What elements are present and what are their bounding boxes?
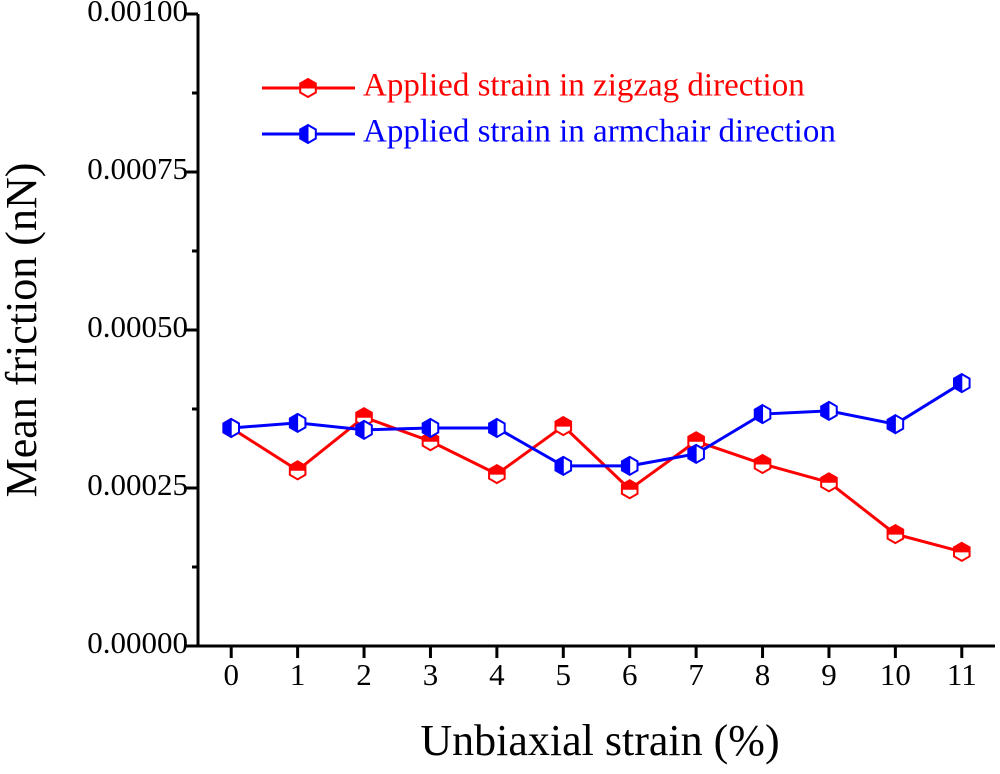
x-tick-label: 9 [821,657,837,692]
marker-half [422,418,431,438]
legend-label: Applied strain in armchair direction [363,114,836,150]
data-point [488,417,506,439]
series-line [231,381,963,468]
marker-half [554,456,564,476]
marker-half [355,407,373,418]
data-point [554,415,573,437]
marker-half [554,416,572,427]
marker-half [953,373,963,393]
marker-half [299,124,309,144]
data-point [288,460,307,481]
data-point [753,453,772,475]
legend-marker [299,123,317,145]
data-point [687,431,705,452]
y-tick-label: 0.00075 [87,151,188,186]
data-point [421,417,440,439]
marker-half [754,404,764,424]
marker-half [820,401,830,421]
data-point [952,372,971,394]
marker-half [754,454,771,465]
data-point [886,414,905,435]
data-point [952,541,971,562]
marker-half [289,413,299,433]
series-line [230,415,963,554]
x-tick-label: 5 [556,657,572,692]
x-tick-label: 0 [223,657,239,692]
data-point [355,419,373,441]
marker-half [953,542,971,553]
x-tick-label: 2 [356,657,372,692]
y-tick-label: 0.00100 [87,0,188,28]
y-tick-label: 0.00025 [87,467,188,502]
x-tick-label: 7 [688,657,704,692]
marker-half [488,464,506,475]
x-axis-title: Unbiaxial strain (%) [420,716,779,765]
x-tick-label: 11 [947,657,977,692]
data-point [687,443,705,465]
data-point [820,472,838,493]
y-tick-label: 0.00050 [87,309,188,344]
x-tick-label: 4 [489,657,505,692]
legend-marker [299,77,317,99]
marker-half [299,78,317,89]
data-point [620,455,639,477]
data-point [820,400,838,422]
data-point [488,463,506,485]
x-tick-label: 8 [755,657,771,692]
marker-half [887,414,896,435]
x-tick-label: 1 [290,657,306,692]
x-tick-label: 10 [880,657,911,692]
legend-label: Applied strain in zigzag direction [363,68,805,104]
y-axis-title: Mean friction (nN) [0,163,46,498]
marker-half [621,479,639,490]
marker-half [820,472,838,483]
marker-half [488,418,498,438]
data-point [886,523,905,545]
x-tick-label: 3 [423,657,439,692]
marker-half [621,456,631,476]
marker-half [355,419,365,440]
data-point [753,403,772,425]
y-tick-label: 0.00000 [87,625,188,660]
x-tick-label: 6 [622,657,638,692]
data-point [554,455,573,477]
marker-half [887,524,904,535]
marker-half [289,460,306,471]
marker-half [687,431,705,442]
data-point [288,412,307,434]
marker-half [687,444,697,464]
marker-half [222,418,232,438]
data-point [222,417,241,439]
data-point [620,479,639,500]
